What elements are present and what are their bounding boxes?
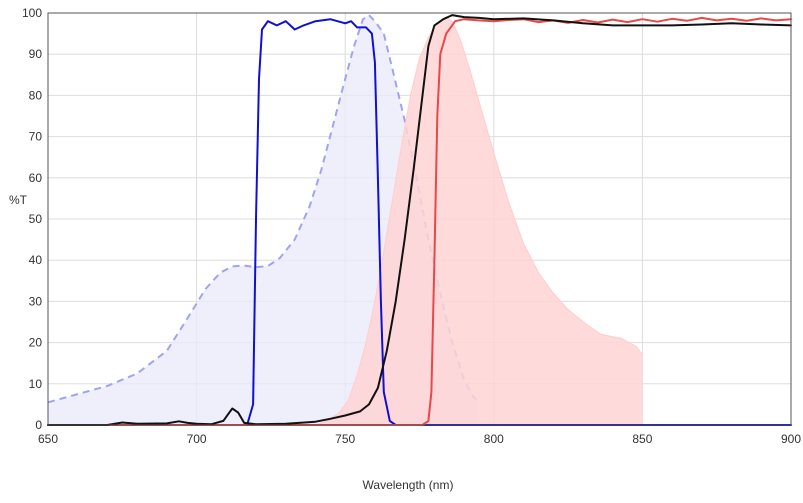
x-tick-label: 900 — [781, 432, 801, 446]
series-area-fill — [48, 17, 643, 425]
y-tick-label: 0 — [35, 418, 42, 432]
plot-frame — [47, 12, 792, 426]
tick-labels: 0 10 20 30 40 50 60 70 80 90 100 650 700 750 800 850 900 — [22, 6, 801, 446]
y-tick-label: 10 — [29, 377, 43, 391]
x-tick-label: 650 — [38, 432, 58, 446]
y-tick-label: 40 — [29, 253, 43, 267]
series-line — [47, 18, 792, 426]
y-tick-label: 50 — [29, 212, 43, 226]
y-tick-label: 100 — [22, 6, 42, 20]
y-tick-label: 90 — [29, 47, 43, 61]
x-tick-label: 750 — [335, 432, 355, 446]
area-series-layer — [47, 14, 643, 426]
x-tick-label: 850 — [632, 432, 652, 446]
x-tick-label: 800 — [484, 432, 504, 446]
y-tick-label: 20 — [29, 336, 43, 350]
series-area-outline — [47, 14, 480, 404]
y-tick-label: 80 — [29, 88, 43, 102]
series-line — [47, 14, 792, 426]
y-axis-title: %T — [9, 193, 28, 207]
line-series-layer — [47, 14, 792, 426]
y-tick-label: 30 — [29, 294, 43, 308]
y-tick-label: 70 — [29, 130, 43, 144]
x-axis-title: Wavelength (nm) — [363, 478, 454, 492]
x-tick-label: 700 — [187, 432, 207, 446]
y-tick-label: 60 — [29, 171, 43, 185]
